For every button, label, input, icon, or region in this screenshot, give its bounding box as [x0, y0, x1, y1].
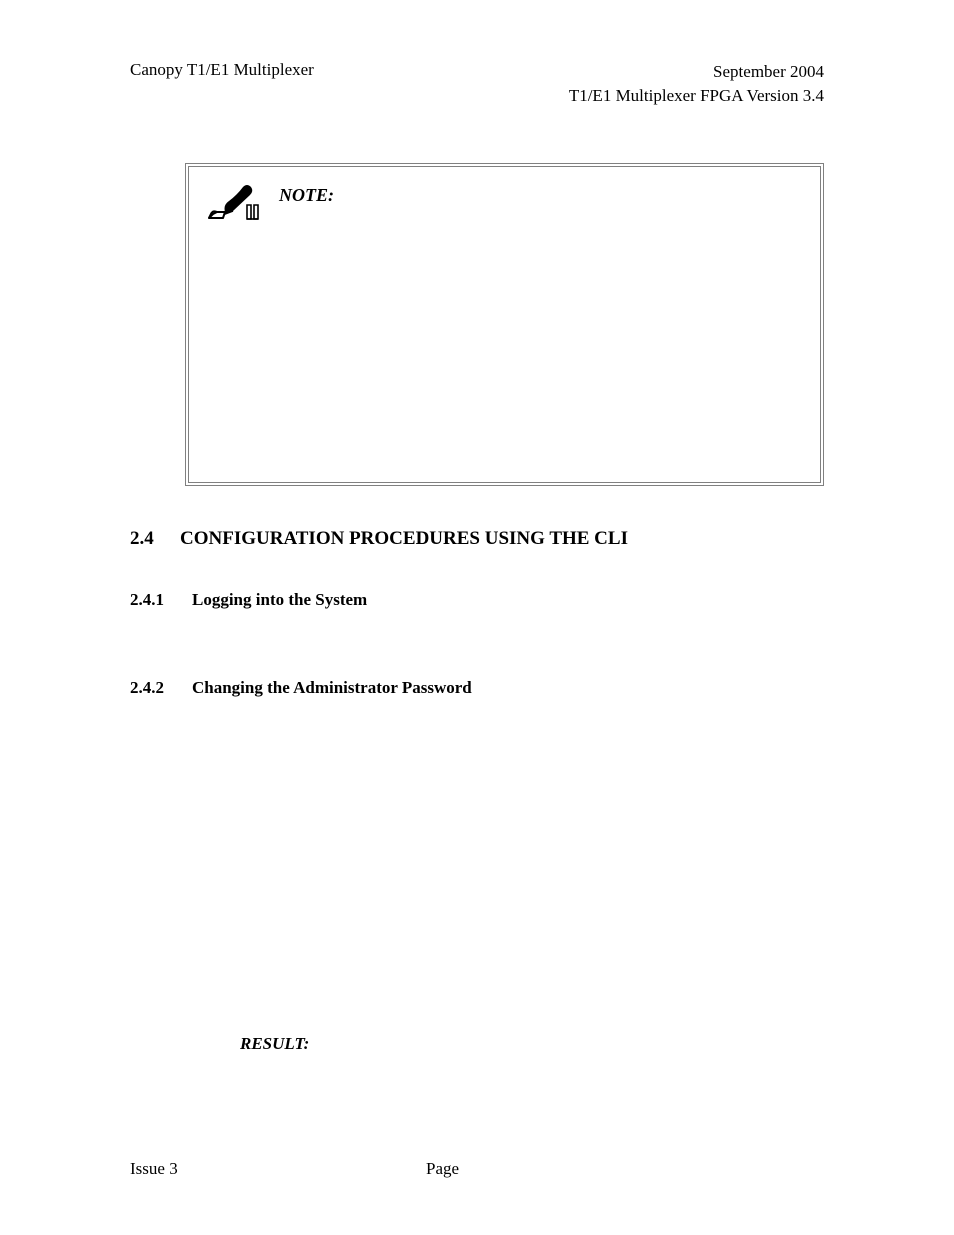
section-number: 2.4.1 [130, 590, 172, 610]
result-label: RESULT: [240, 1034, 824, 1054]
section-title: Logging into the System [192, 590, 367, 610]
header-version: T1/E1 Multiplexer FPGA Version 3.4 [569, 84, 824, 108]
header-date: September 2004 [569, 60, 824, 84]
header-right: September 2004 T1/E1 Multiplexer FPGA Ve… [569, 60, 824, 108]
footer-issue: Issue 3 [130, 1159, 178, 1179]
note-label: NOTE: [279, 181, 334, 206]
header-left: Canopy T1/E1 Multiplexer [130, 60, 314, 80]
section-heading-2-4: 2.4 CONFIGURATION PROCEDURES USING THE C… [130, 528, 824, 550]
footer-page-label: Page [426, 1159, 459, 1179]
document-page: Canopy T1/E1 Multiplexer September 2004 … [0, 0, 954, 1235]
note-box-inner: NOTE: [188, 166, 821, 483]
section-heading-2-4-2: 2.4.2 Changing the Administrator Passwor… [130, 678, 824, 698]
note-box: NOTE: [185, 163, 824, 486]
page-header: Canopy T1/E1 Multiplexer September 2004 … [130, 60, 824, 108]
section-heading-2-4-1: 2.4.1 Logging into the System [130, 590, 824, 610]
section-title: Changing the Administrator Password [192, 678, 472, 698]
hand-writing-icon [203, 181, 263, 223]
section-number: 2.4 [130, 528, 160, 550]
section-number: 2.4.2 [130, 678, 172, 698]
section-title: CONFIGURATION PROCEDURES USING THE CLI [180, 528, 628, 550]
